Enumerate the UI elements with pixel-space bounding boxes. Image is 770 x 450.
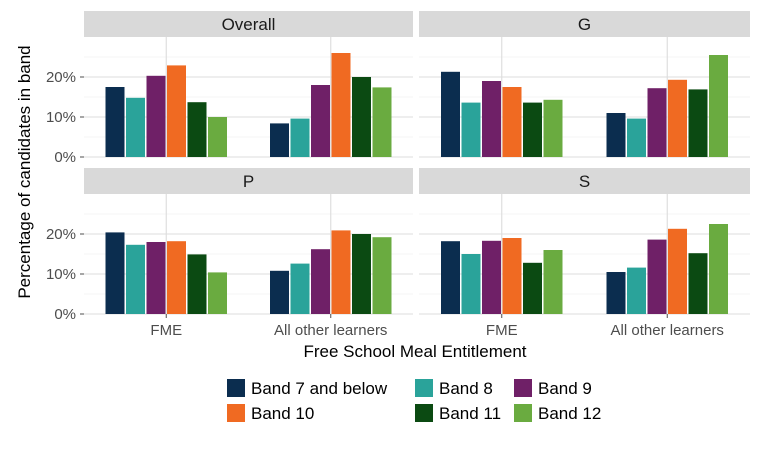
- panel-title: G: [578, 15, 591, 34]
- bar-all-other-learners-band-10: [668, 228, 687, 314]
- bar-fme-band-9: [482, 81, 501, 157]
- panel-0: Overall: [84, 11, 413, 158]
- panel-2: P: [84, 168, 413, 315]
- bar-all-other-learners-band-12: [709, 55, 728, 157]
- bar-all-other-learners-band-8: [627, 118, 646, 157]
- legend-swatch: [514, 404, 532, 422]
- panel-title: S: [579, 172, 590, 191]
- bar-fme-band-8: [461, 254, 481, 314]
- bar-all-other-learners-band-11: [688, 89, 708, 157]
- bar-all-other-learners-band-11: [352, 234, 371, 314]
- bar-all-other-learners-band-12: [709, 224, 728, 314]
- panel-strip: [84, 11, 413, 37]
- x-axis: FME All other learners FME All other learne…: [150, 314, 724, 339]
- panel-strip: [84, 168, 413, 194]
- bar-fme-band-11: [187, 102, 207, 157]
- y-tick-label: 10%: [46, 266, 76, 283]
- y-tick-label: 10%: [46, 109, 76, 126]
- legend-label: Band 11: [439, 404, 501, 423]
- x-tick-label: All other learners: [274, 322, 387, 339]
- panel-strip: [419, 11, 750, 37]
- legend-item-band-12: Band 12: [514, 404, 601, 423]
- bar-fme-band-7-and-below: [105, 232, 125, 314]
- y-tick-label: 20%: [46, 226, 76, 243]
- legend-swatch: [415, 379, 433, 397]
- bar-all-other-learners-band-7-and-below: [270, 123, 289, 157]
- legend-item-band-8: Band 8: [415, 379, 493, 398]
- bar-all-other-learners-band-7-and-below: [606, 272, 626, 314]
- legend-label: Band 8: [439, 379, 493, 398]
- x-axis-title: Free School Meal Entitlement: [304, 342, 527, 361]
- legend-item-band-7-and-below: Band 7 and below: [227, 379, 388, 398]
- bar-fme-band-12: [208, 272, 227, 314]
- legend-label: Band 10: [251, 404, 314, 423]
- bar-fme-band-8: [461, 102, 481, 157]
- bar-all-other-learners-band-7-and-below: [606, 113, 626, 157]
- bar-fme-band-10: [167, 65, 186, 157]
- bar-fme-band-12: [543, 99, 563, 157]
- bar-all-other-learners-band-9: [647, 239, 667, 314]
- bar-all-other-learners-band-11: [688, 253, 708, 314]
- panels: Overall G P S: [84, 11, 750, 315]
- legend-label: Band 9: [538, 379, 592, 398]
- bar-all-other-learners-band-10: [331, 230, 351, 314]
- panel-3: S: [419, 168, 750, 315]
- bar-fme-band-8: [126, 97, 145, 157]
- bar-all-other-learners-band-9: [311, 85, 330, 157]
- x-tick-label: All other learners: [611, 322, 724, 339]
- bar-fme-band-12: [543, 250, 563, 314]
- bar-fme-band-11: [523, 262, 542, 314]
- bar-fme-band-10: [502, 87, 522, 157]
- bar-fme-band-7-and-below: [441, 241, 460, 314]
- legend-swatch: [415, 404, 433, 422]
- y-axis: 0% 10% 20% 0% 10% 20%: [46, 69, 84, 323]
- bar-all-other-learners-band-11: [352, 77, 371, 157]
- bar-all-other-learners-band-9: [647, 88, 667, 157]
- legend-item-band-10: Band 10: [227, 404, 314, 423]
- panel-strip: [419, 168, 750, 194]
- x-tick-label: FME: [486, 322, 518, 339]
- bar-all-other-learners-band-12: [372, 87, 392, 157]
- legend-item-band-11: Band 11: [415, 404, 501, 423]
- y-tick-label: 20%: [46, 69, 76, 86]
- y-tick-label: 0%: [54, 306, 76, 323]
- legend-item-band-9: Band 9: [514, 379, 592, 398]
- legend-swatch: [227, 404, 245, 422]
- y-axis-title: Percentage of candidates in band: [15, 45, 34, 298]
- bar-fme-band-12: [208, 117, 227, 157]
- bar-fme-band-10: [167, 241, 186, 314]
- bar-fme-band-9: [146, 75, 166, 157]
- bar-fme-band-9: [482, 240, 501, 314]
- bar-fme-band-11: [523, 102, 542, 157]
- panel-title: Overall: [222, 15, 276, 34]
- bar-all-other-learners-band-10: [331, 53, 351, 157]
- legend-swatch: [514, 379, 532, 397]
- bar-all-other-learners-band-10: [668, 79, 687, 157]
- legend-swatch: [227, 379, 245, 397]
- bar-all-other-learners-band-7-and-below: [270, 270, 289, 314]
- panel-title: P: [243, 172, 254, 191]
- legend: Band 7 and below Band 8 Band 9 Band 10 Band …: [227, 379, 601, 423]
- y-tick-label: 0%: [54, 149, 76, 166]
- bar-all-other-learners-band-9: [311, 249, 330, 314]
- bar-all-other-learners-band-8: [290, 263, 310, 314]
- x-tick-label: FME: [150, 322, 182, 339]
- bar-fme-band-9: [146, 242, 166, 314]
- bar-fme-band-7-and-below: [105, 87, 125, 157]
- bar-fme-band-11: [187, 254, 207, 314]
- bar-fme-band-7-and-below: [441, 71, 460, 157]
- bar-fme-band-10: [502, 238, 522, 314]
- bar-all-other-learners-band-8: [290, 118, 310, 157]
- legend-label: Band 7 and below: [251, 379, 388, 398]
- bar-all-other-learners-band-8: [627, 267, 646, 314]
- bar-fme-band-8: [126, 244, 145, 314]
- bar-all-other-learners-band-12: [372, 237, 392, 314]
- panel-1: G: [419, 11, 750, 158]
- legend-label: Band 12: [538, 404, 601, 423]
